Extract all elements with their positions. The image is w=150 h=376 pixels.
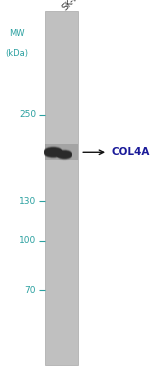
Text: 250: 250 bbox=[19, 110, 36, 119]
Ellipse shape bbox=[44, 150, 62, 158]
Text: SK-N-SH: SK-N-SH bbox=[61, 0, 93, 12]
Ellipse shape bbox=[44, 150, 62, 158]
Ellipse shape bbox=[44, 148, 62, 156]
Ellipse shape bbox=[44, 149, 62, 157]
Text: 70: 70 bbox=[24, 286, 36, 295]
Ellipse shape bbox=[57, 152, 72, 159]
Ellipse shape bbox=[57, 152, 72, 159]
Ellipse shape bbox=[57, 151, 72, 158]
Ellipse shape bbox=[57, 152, 72, 159]
Text: 130: 130 bbox=[19, 197, 36, 206]
Ellipse shape bbox=[57, 151, 72, 158]
Ellipse shape bbox=[44, 148, 62, 156]
Ellipse shape bbox=[57, 149, 72, 156]
Text: MW: MW bbox=[9, 29, 24, 38]
Ellipse shape bbox=[44, 149, 62, 156]
Ellipse shape bbox=[57, 153, 72, 160]
Ellipse shape bbox=[44, 148, 62, 156]
Ellipse shape bbox=[57, 152, 72, 159]
Ellipse shape bbox=[57, 150, 72, 158]
Text: (kDa): (kDa) bbox=[5, 49, 28, 58]
Ellipse shape bbox=[44, 146, 62, 154]
Ellipse shape bbox=[57, 150, 72, 157]
Ellipse shape bbox=[57, 153, 72, 160]
Ellipse shape bbox=[44, 147, 62, 155]
Ellipse shape bbox=[44, 151, 62, 159]
Ellipse shape bbox=[57, 150, 72, 157]
Ellipse shape bbox=[44, 147, 62, 155]
Text: COL4A1: COL4A1 bbox=[111, 147, 150, 157]
Bar bbox=[45, 144, 78, 160]
Ellipse shape bbox=[44, 147, 62, 155]
Ellipse shape bbox=[44, 146, 62, 154]
Bar bbox=[45, 11, 78, 365]
Ellipse shape bbox=[44, 150, 62, 158]
Ellipse shape bbox=[44, 149, 62, 157]
Ellipse shape bbox=[44, 146, 62, 154]
Text: 100: 100 bbox=[19, 236, 36, 245]
Ellipse shape bbox=[57, 151, 72, 158]
Ellipse shape bbox=[44, 149, 62, 157]
Ellipse shape bbox=[44, 150, 62, 158]
Ellipse shape bbox=[57, 149, 72, 156]
